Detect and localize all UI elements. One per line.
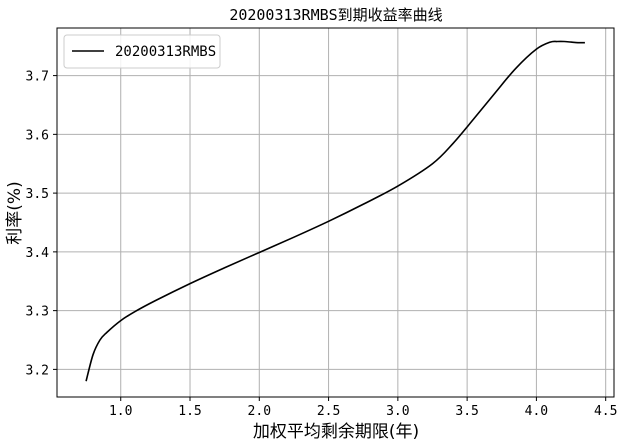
x-tick-label: 1.5 xyxy=(178,404,201,419)
plot-frame xyxy=(56,27,615,398)
x-tick-label: 2.5 xyxy=(317,404,340,419)
x-tick-label: 4.5 xyxy=(594,404,617,419)
chart-title: 20200313RMBS到期收益率曲线 xyxy=(229,6,442,24)
y-tick-label: 3.4 xyxy=(26,246,50,261)
series-layer xyxy=(85,40,585,382)
legend-label: 20200313RMBS xyxy=(115,44,216,60)
x-tick-label: 3.0 xyxy=(386,404,409,419)
x-tick-label: 4.0 xyxy=(525,404,548,419)
y-tick-label: 3.6 xyxy=(26,128,49,143)
y-tick-label: 3.3 xyxy=(26,305,49,320)
x-tick-label: 3.5 xyxy=(455,404,478,419)
y-tick-label: 3.7 xyxy=(26,70,49,85)
legend-box xyxy=(63,34,221,69)
y-axis-label: 利率(%) xyxy=(5,181,25,244)
y-tick-label: 3.5 xyxy=(26,187,49,202)
grid-lines xyxy=(57,28,614,397)
series-line-0 xyxy=(85,40,585,382)
y-axis-ticks: 3.2 3.3 3.4 3.5 3.6 3.7 xyxy=(26,70,57,378)
x-tick-label: 1.0 xyxy=(109,404,132,419)
x-tick-label: 2.0 xyxy=(248,404,271,419)
y-tick-label: 3.2 xyxy=(26,363,49,378)
x-axis-label: 加权平均剩余期限(年) xyxy=(253,422,419,442)
legend: 20200313RMBS xyxy=(63,34,221,69)
x-axis-ticks: 1.0 1.5 2.0 2.5 3.0 3.5 4.0 4.5 xyxy=(109,397,617,419)
